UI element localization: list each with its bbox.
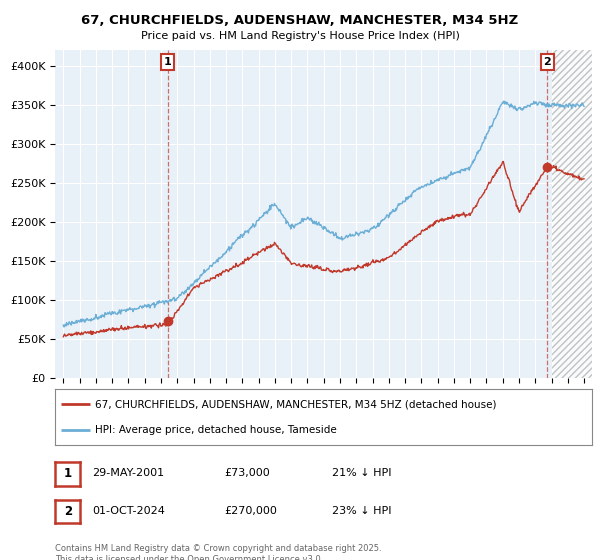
Text: 2: 2 <box>64 505 72 518</box>
Text: 01-OCT-2024: 01-OCT-2024 <box>92 506 165 516</box>
Text: HPI: Average price, detached house, Tameside: HPI: Average price, detached house, Tame… <box>95 425 337 435</box>
Text: 67, CHURCHFIELDS, AUDENSHAW, MANCHESTER, M34 5HZ: 67, CHURCHFIELDS, AUDENSHAW, MANCHESTER,… <box>82 14 518 27</box>
Text: £270,000: £270,000 <box>224 506 277 516</box>
Text: 21% ↓ HPI: 21% ↓ HPI <box>332 468 392 478</box>
Bar <box>551 50 592 378</box>
Text: Price paid vs. HM Land Registry's House Price Index (HPI): Price paid vs. HM Land Registry's House … <box>140 31 460 41</box>
Text: 1: 1 <box>64 467 72 480</box>
Text: 23% ↓ HPI: 23% ↓ HPI <box>332 506 392 516</box>
Text: 2: 2 <box>544 57 551 67</box>
Text: 67, CHURCHFIELDS, AUDENSHAW, MANCHESTER, M34 5HZ (detached house): 67, CHURCHFIELDS, AUDENSHAW, MANCHESTER,… <box>95 399 497 409</box>
Text: £73,000: £73,000 <box>224 468 270 478</box>
Text: 1: 1 <box>164 57 172 67</box>
Text: Contains HM Land Registry data © Crown copyright and database right 2025.
This d: Contains HM Land Registry data © Crown c… <box>55 544 382 560</box>
Text: 29-MAY-2001: 29-MAY-2001 <box>92 468 164 478</box>
